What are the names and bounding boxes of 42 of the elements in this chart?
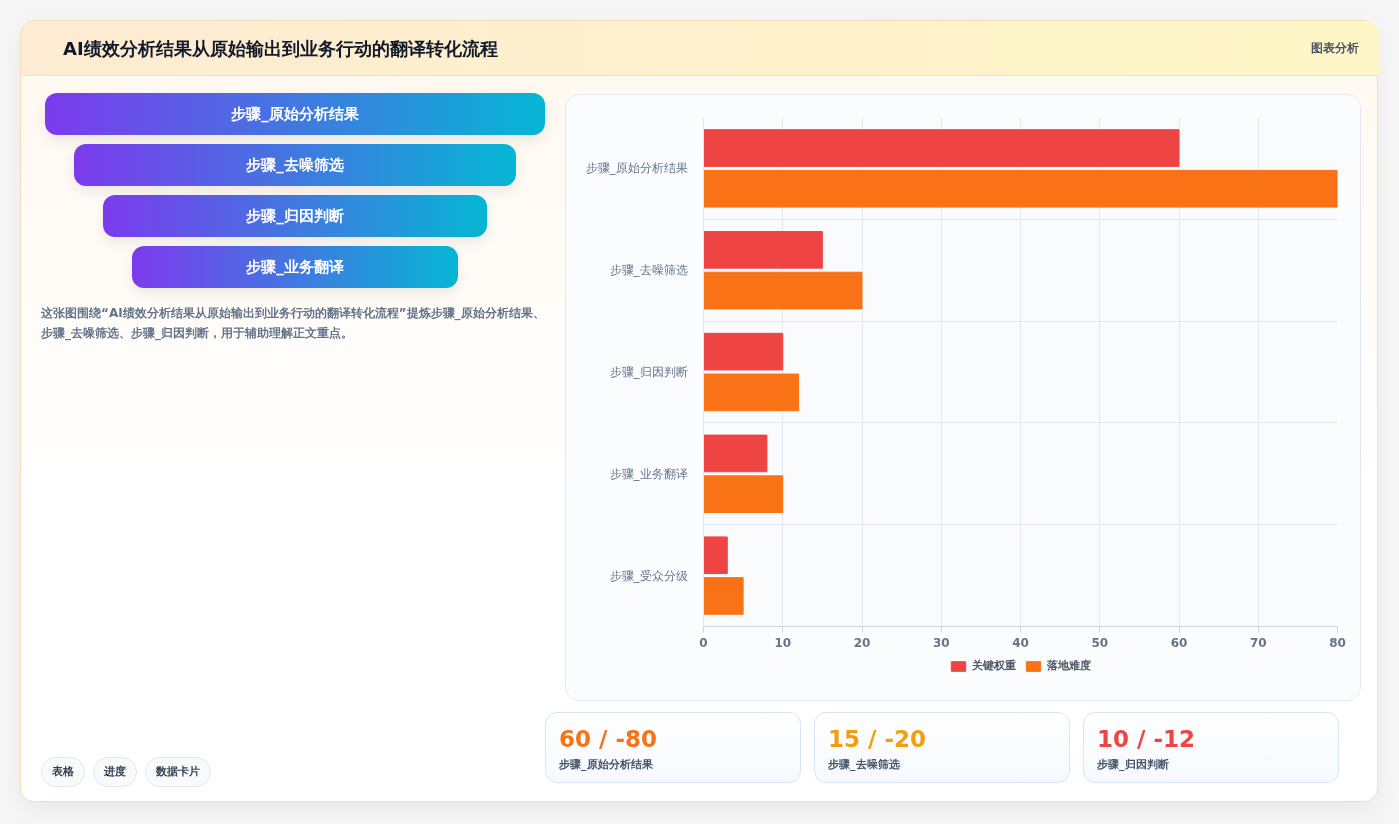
text: 15 / -20 xyxy=(828,726,926,752)
text: 60 / -80 xyxy=(559,726,657,752)
text: 10 / -12 xyxy=(1097,726,1195,752)
y-tick-label: 步骤_原始分析结果 xyxy=(585,161,688,176)
bar xyxy=(703,169,1338,208)
legend-label: 落地难度 xyxy=(1047,658,1091,673)
category-label: 步骤_去噪筛选 xyxy=(74,144,516,186)
category-label: 步骤_归因判断 xyxy=(103,195,487,237)
x-tick-label: 10 xyxy=(774,635,792,650)
text: 这张图围绕“AI绩效分析结果从原始输出到业务行动的翻译转化流程”提炼步骤_原始分析结果、步骤_去噪筛选、步骤_归因判断，用于辅助理解正文重点。 xyxy=(41,305,546,343)
text: 进度 xyxy=(93,757,137,787)
x-tick-label: 60 xyxy=(1170,635,1188,650)
category-label: 步骤_归因判断 xyxy=(1097,757,1169,773)
bar xyxy=(703,271,863,310)
text: 图表分析 xyxy=(1311,40,1359,57)
x-tick-label: 80 xyxy=(1329,635,1346,650)
x-tick-label: 70 xyxy=(1249,635,1267,650)
x-tick-label: 0 xyxy=(699,635,708,650)
bar xyxy=(703,373,800,412)
category-label: 步骤_原始分析结果 xyxy=(559,757,653,773)
legend-label: 关键权重 xyxy=(972,658,1016,673)
y-tick-label: 步骤_业务翻译 xyxy=(609,466,688,481)
text: 表格 xyxy=(41,757,85,787)
bar xyxy=(703,434,768,473)
x-tick-label: 40 xyxy=(1012,635,1029,650)
category-label: 步骤_业务翻译 xyxy=(132,246,458,288)
category-label: 步骤_原始分析结果 xyxy=(45,93,545,135)
x-tick-label: 50 xyxy=(1091,635,1109,650)
x-tick-label: 20 xyxy=(853,635,871,650)
bar xyxy=(703,475,784,513)
y-tick-label: 步骤_受众分级 xyxy=(609,568,688,583)
text: 数据卡片 xyxy=(145,757,211,787)
y-tick-label: 步骤_去噪筛选 xyxy=(609,263,688,278)
bar xyxy=(703,332,784,371)
x-tick-label: 30 xyxy=(932,635,950,650)
bar xyxy=(703,577,744,615)
text: AI绩效分析结果从原始输出到业务行动的翻译转化流程 xyxy=(63,37,498,61)
bar xyxy=(703,231,823,269)
bar xyxy=(703,129,1180,167)
y-tick-label: 步骤_归因判断 xyxy=(609,365,688,379)
bar xyxy=(703,536,728,575)
category-label: 步骤_去噪筛选 xyxy=(828,757,900,773)
